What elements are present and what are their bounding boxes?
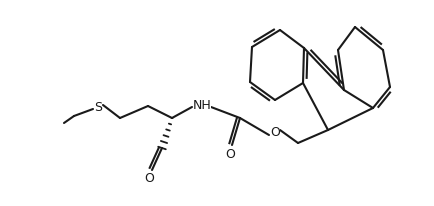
Text: O: O: [270, 126, 280, 139]
Text: S: S: [94, 101, 102, 114]
Text: O: O: [225, 147, 235, 160]
Text: O: O: [144, 172, 154, 185]
Text: NH: NH: [193, 98, 211, 111]
